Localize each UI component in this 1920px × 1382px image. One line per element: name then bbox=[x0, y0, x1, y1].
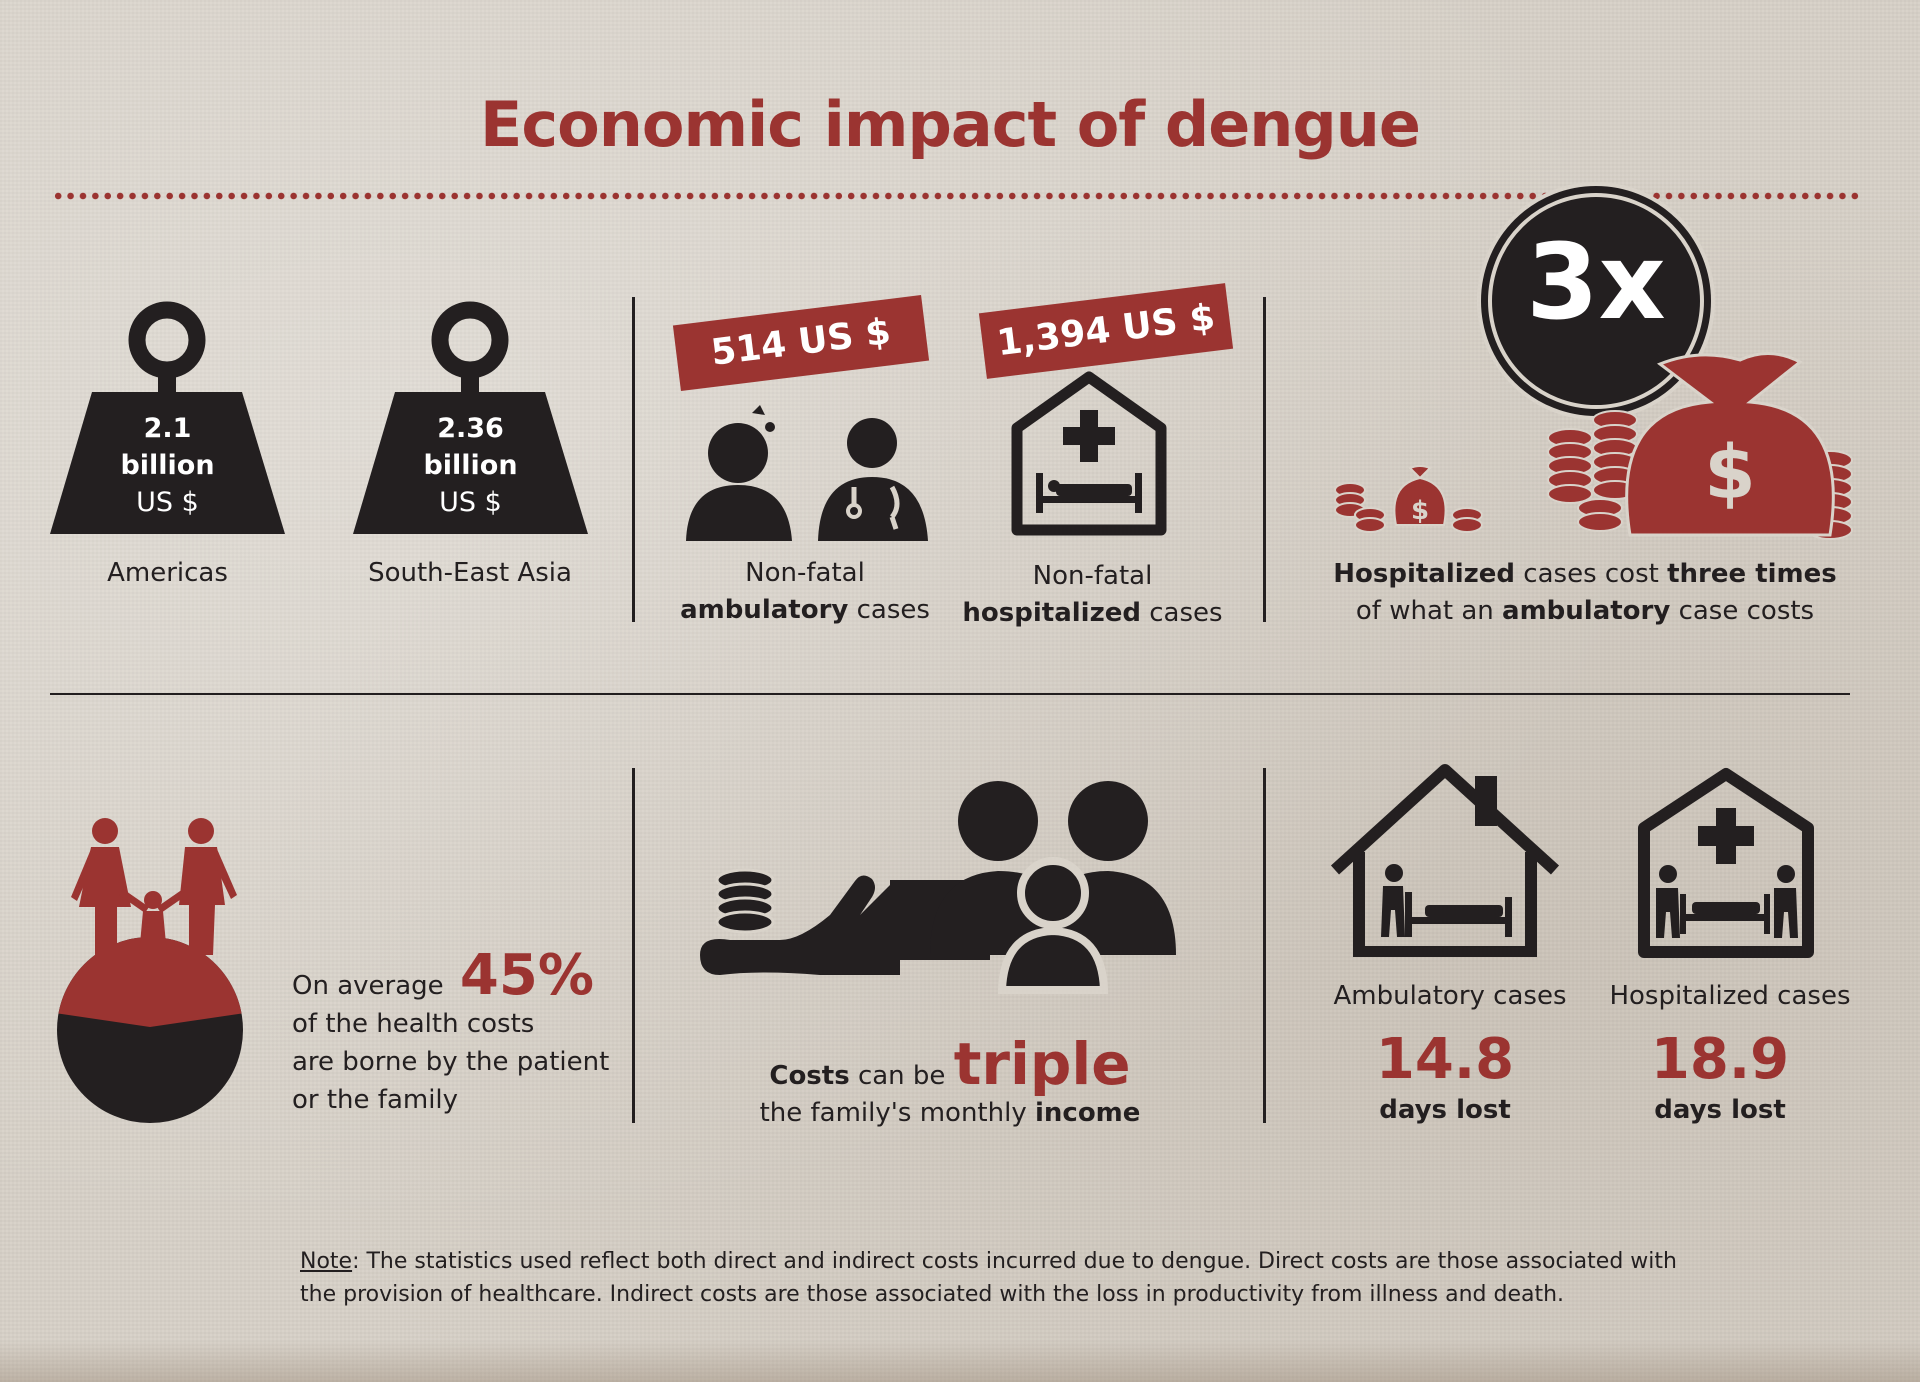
weight-icon bbox=[50, 301, 285, 534]
share-line2: of the health costs bbox=[292, 1009, 535, 1039]
family-on-globe-icon bbox=[57, 818, 243, 1123]
weight-amount: 2.1 bbox=[143, 413, 192, 444]
days-caption: days lost bbox=[1379, 1095, 1511, 1125]
ambulatory-label-bold: ambulatory bbox=[680, 595, 849, 625]
badge-text: 3x bbox=[1526, 221, 1666, 343]
hospital-bed-icon bbox=[1008, 368, 1170, 538]
page-title: Economic impact of dengue bbox=[480, 88, 1421, 161]
house-icon bbox=[1330, 764, 1560, 958]
patient-doctor-icons bbox=[682, 405, 932, 541]
ambulatory-cost-tag: 514 US $ bbox=[672, 295, 930, 391]
paper-edge bbox=[0, 1340, 1920, 1382]
days-label: Hospitalized cases bbox=[1609, 981, 1851, 1011]
weight-south-east-asia bbox=[353, 300, 588, 538]
hospitalized-label-bold: hospitalized bbox=[962, 598, 1141, 628]
share-line3: are borne by the patient bbox=[292, 1047, 610, 1077]
three-times-bold-2: three times bbox=[1667, 559, 1837, 589]
hospital-icon bbox=[1011, 371, 1167, 536]
weight-icon bbox=[353, 301, 588, 534]
share-percent: 45% bbox=[459, 943, 594, 1008]
home-bed-icon bbox=[1325, 762, 1565, 958]
weight-americas bbox=[50, 300, 285, 538]
days-caption: days lost bbox=[1654, 1095, 1786, 1125]
hand-coins-family-icon bbox=[700, 775, 1180, 995]
region-label: Americas bbox=[107, 558, 228, 588]
divider-vertical-4 bbox=[1263, 768, 1266, 1123]
money-bag-icon: $ $ bbox=[1334, 351, 1853, 540]
family-globe-icon bbox=[55, 815, 245, 1125]
dotted-divider bbox=[52, 192, 1862, 200]
region-label: South-East Asia bbox=[368, 558, 572, 588]
weight-amount: 2.36 bbox=[437, 413, 504, 444]
hospitalized-cost-tag: 1,394 US $ bbox=[978, 283, 1234, 379]
divider-vertical-3 bbox=[632, 768, 635, 1123]
share-line4: or the family bbox=[292, 1085, 459, 1115]
footnote: Note: The statistics used reflect both d… bbox=[300, 1245, 1720, 1311]
divider-vertical-1 bbox=[632, 297, 635, 622]
ambulatory-label-rest: cases bbox=[848, 595, 930, 625]
money-bags: $ $ bbox=[1330, 350, 1860, 545]
patient-doctor-icon bbox=[686, 405, 928, 541]
weight-unit: billion bbox=[120, 450, 215, 481]
days-value: 14.8 bbox=[1375, 1027, 1515, 1092]
weight-unit: billion bbox=[423, 450, 518, 481]
three-times-bold-3: ambulatory bbox=[1502, 596, 1671, 626]
hospital-icon bbox=[1638, 768, 1814, 958]
divider-horizontal bbox=[50, 693, 1850, 695]
weight-currency: US $ bbox=[439, 487, 502, 518]
hospitalized-label-rest: cases bbox=[1140, 598, 1223, 628]
svg-text:$: $ bbox=[1704, 430, 1756, 516]
footnote-text: : The statistics used reflect both direc… bbox=[300, 1249, 1677, 1307]
footnote-lead: Note bbox=[300, 1249, 353, 1274]
income-mid: can be bbox=[849, 1061, 954, 1091]
income-line2: the family's monthly bbox=[759, 1098, 1035, 1128]
divider-vertical-2 bbox=[1263, 297, 1266, 622]
svg-text:$: $ bbox=[1411, 496, 1429, 526]
three-times-post: case costs bbox=[1670, 596, 1815, 626]
income-bold: Costs bbox=[769, 1061, 850, 1091]
share-pre: On average bbox=[292, 971, 444, 1001]
three-times-mid: cases cost bbox=[1515, 559, 1668, 589]
income-triple: triple bbox=[953, 1030, 1131, 1098]
days-label: Ambulatory cases bbox=[1333, 981, 1567, 1011]
ambulatory-label-line1: Non-fatal bbox=[745, 558, 865, 588]
income-line2-bold: income bbox=[1034, 1098, 1141, 1128]
three-times-pre: of what an bbox=[1355, 596, 1503, 626]
hand-coins-family bbox=[700, 781, 1176, 994]
three-times-bold-1: Hospitalized bbox=[1333, 559, 1516, 589]
hospital-staff-icon bbox=[1636, 766, 1816, 958]
days-value: 18.9 bbox=[1650, 1027, 1790, 1092]
weight-currency: US $ bbox=[136, 487, 199, 518]
hospitalized-label-line1: Non-fatal bbox=[1032, 561, 1153, 591]
